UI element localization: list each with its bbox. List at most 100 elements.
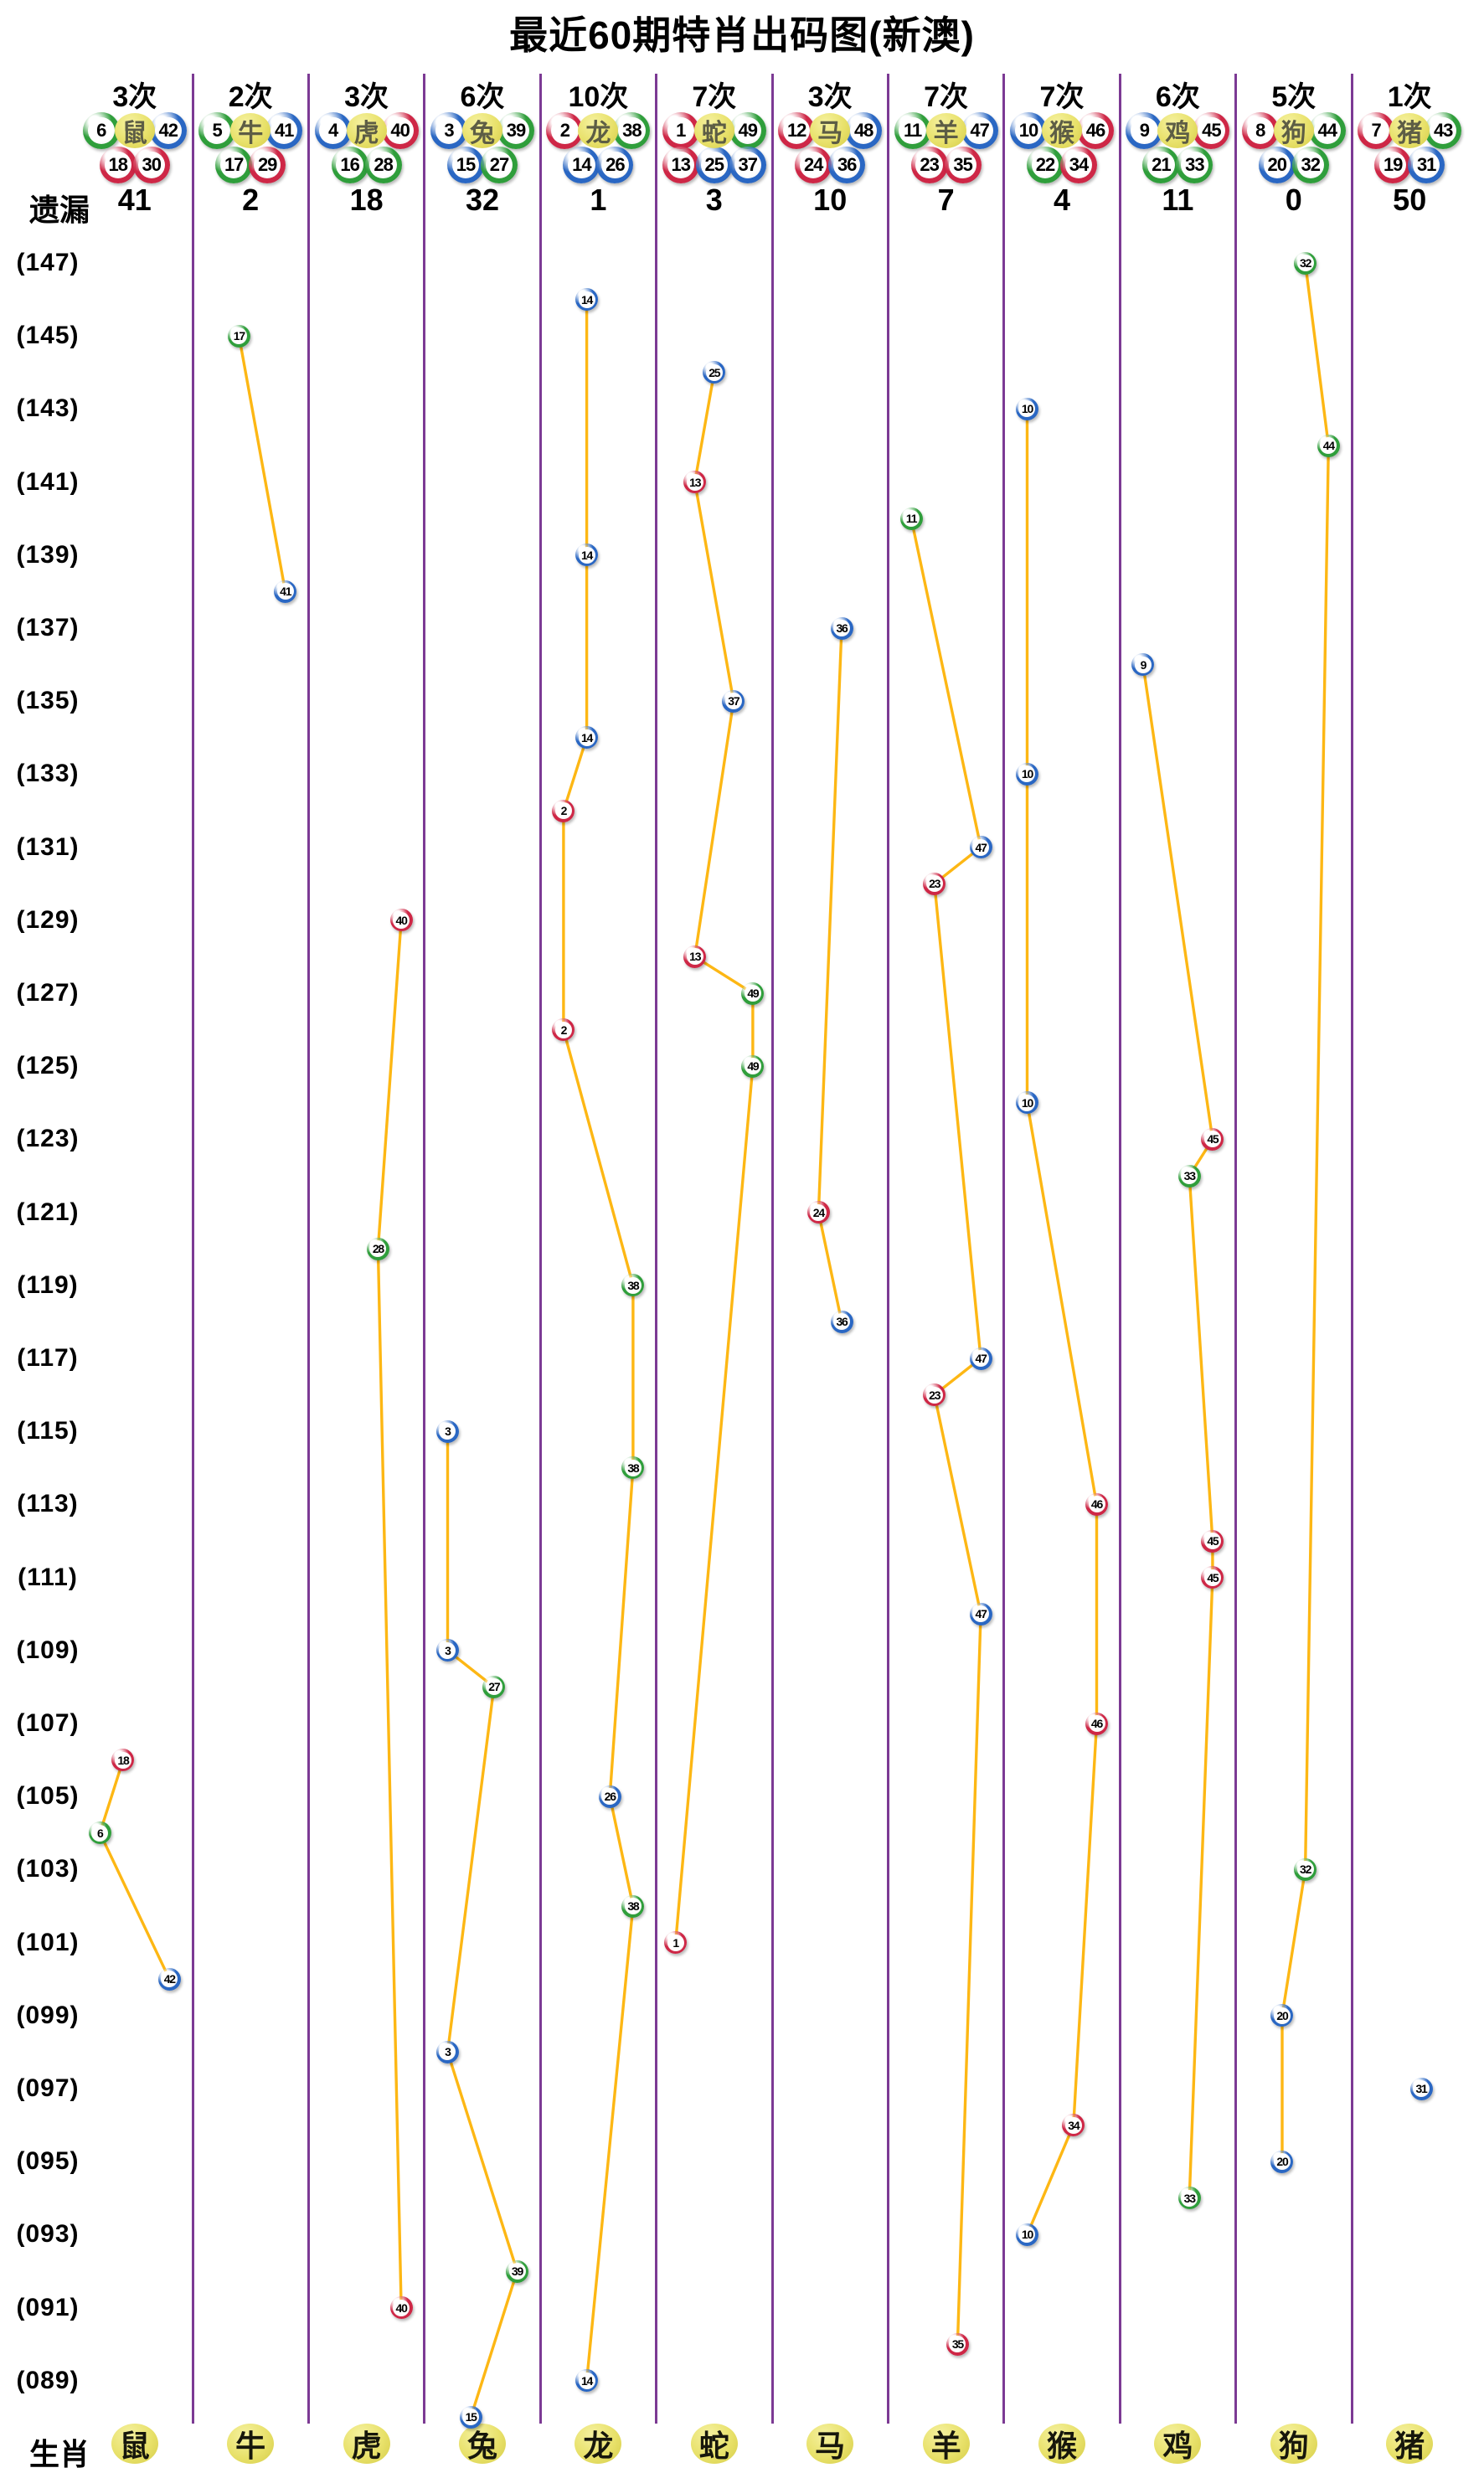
ball-number: 34 [1064, 151, 1093, 179]
ball-number: 13 [686, 473, 703, 491]
ball-number: 38 [624, 1459, 642, 1476]
ball-number: 18 [104, 151, 132, 179]
ball-number: 23 [925, 875, 943, 893]
column-header-狗: 5次 8 狗 44 20 32 0 [1236, 0, 1352, 218]
ball-number: 10 [1018, 2226, 1036, 2244]
ball-number: 10 [1018, 400, 1036, 418]
ball-number: 27 [485, 1678, 502, 1696]
header-ball-row-top: 6 鼠 42 [77, 112, 193, 149]
zodiac-footer-tag-虎: 虎 [343, 2424, 390, 2464]
ball-number: 23 [915, 151, 943, 179]
appearance-count: 1次 [1387, 81, 1432, 113]
ball-number: 2 [551, 116, 579, 145]
ball-number: 44 [1320, 437, 1337, 454]
column-divider [1002, 74, 1006, 2424]
header-ball-20: 20 [1258, 147, 1296, 183]
appearance-count: 2次 [228, 81, 273, 113]
ball-number: 20 [1273, 2153, 1291, 2171]
header-ball-43: 43 [1425, 112, 1462, 149]
missing-row-label: 遗漏 [28, 193, 90, 227]
chart-ball-羊-130-23: 23 [923, 872, 946, 895]
header-ball-41: 41 [265, 112, 303, 149]
column-header-兔: 6次 3 兔 39 15 27 32 [425, 0, 540, 218]
ball-number: 35 [949, 2336, 966, 2353]
chart-ball-羊-116-23: 23 [923, 1383, 946, 1407]
period-label: (097) [16, 2074, 80, 2102]
header-ball-35: 35 [944, 147, 982, 183]
chart-ball-龙-132-2: 2 [552, 799, 575, 822]
ball-number: 41 [276, 583, 294, 600]
header-ball-row-bottom: 14 26 [540, 147, 656, 183]
zodiac-footer-tag-羊: 羊 [922, 2424, 970, 2464]
trend-line-羊 [909, 518, 982, 2345]
chart-ball-龙-114-38: 38 [621, 1456, 645, 1480]
header-ball-row-bottom: 22 34 [1004, 147, 1120, 183]
ball-number: 30 [137, 151, 166, 179]
ball-number: 9 [1131, 116, 1158, 145]
zodiac-tag-鼠: 鼠 [114, 113, 155, 148]
appearance-count: 3次 [807, 81, 853, 113]
ball-number: 20 [1273, 2007, 1291, 2024]
column-divider [191, 74, 194, 2424]
trend-line-鸡 [1141, 664, 1214, 2198]
ball-number: 33 [1181, 2189, 1198, 2207]
header-ball-4: 4 [314, 112, 352, 149]
period-label: (137) [16, 614, 80, 641]
header-ball-38: 38 [613, 112, 651, 149]
header-ball-row-top: 8 狗 44 [1236, 112, 1352, 149]
chart-ball-龙-139-14: 14 [575, 544, 599, 567]
header-ball-row-top: 3 兔 39 [425, 112, 540, 149]
chart-ball-蛇-144-25: 25 [703, 361, 726, 384]
header-ball-23: 23 [910, 147, 948, 183]
zodiac-tag-鸡: 鸡 [1157, 113, 1198, 148]
ball-number: 45 [1203, 1131, 1221, 1148]
zodiac-footer-tag-狗: 狗 [1270, 2424, 1317, 2464]
chart-ball-鼠-106-18: 18 [111, 1749, 135, 1772]
chart-ball-兔-88-15: 15 [459, 2405, 482, 2429]
ball-number: 14 [578, 546, 595, 564]
header-ball-16: 16 [331, 147, 368, 183]
chart-ball-狗-142-44: 44 [1317, 434, 1340, 457]
header-ball-row-top: 4 虎 40 [308, 112, 424, 149]
ball-number: 17 [230, 327, 248, 345]
column-header-牛: 2次 5 牛 41 17 29 2 [193, 0, 308, 218]
ball-number: 38 [618, 116, 646, 145]
header-ball-31: 31 [1408, 147, 1445, 183]
column-header-虎: 3次 4 虎 40 16 28 18 [308, 0, 424, 218]
appearance-count: 7次 [924, 81, 969, 113]
ball-number: 45 [1203, 1569, 1221, 1586]
ball-number: 23 [925, 1386, 943, 1404]
chart-ball-鸡-122-33: 33 [1177, 1164, 1201, 1188]
header-ball-10: 10 [1009, 112, 1047, 149]
ball-number: 14 [578, 729, 595, 746]
header-ball-18: 18 [99, 147, 137, 183]
page-title: 最近60期特肖出码图(新澳) [509, 13, 975, 57]
ball-number: 40 [393, 911, 410, 929]
ball-number: 42 [161, 1971, 178, 1988]
chart-ball-羊-90-35: 35 [946, 2332, 969, 2356]
header-ball-24: 24 [795, 147, 832, 183]
appearance-count: 5次 [1271, 81, 1317, 113]
ball-number: 29 [253, 151, 281, 179]
ball-number: 7 [1362, 116, 1390, 145]
ball-number: 31 [1412, 151, 1440, 179]
header-ball-12: 12 [778, 112, 816, 149]
header-ball-row-top: 11 羊 47 [888, 112, 1003, 149]
header-ball-row-bottom: 16 28 [308, 147, 424, 183]
ball-number: 39 [502, 116, 530, 145]
ball-number: 45 [1198, 116, 1225, 145]
period-label: (139) [16, 540, 80, 569]
chart-ball-狗-95-20: 20 [1270, 2150, 1294, 2173]
column-header-龙: 10次 2 龙 38 14 26 1 [540, 0, 656, 218]
trend-line-虎 [376, 920, 403, 2308]
zodiac-tag-虎: 虎 [346, 113, 387, 148]
ball-number: 17 [219, 151, 248, 179]
trend-line-鼠 [98, 1759, 171, 1980]
ball-number: 10 [1014, 116, 1043, 145]
zodiac-tag-马: 马 [810, 113, 851, 148]
ball-number: 36 [832, 151, 861, 179]
ball-number: 32 [1296, 255, 1314, 271]
column-divider [886, 74, 889, 2424]
header-ball-47: 47 [961, 112, 998, 149]
